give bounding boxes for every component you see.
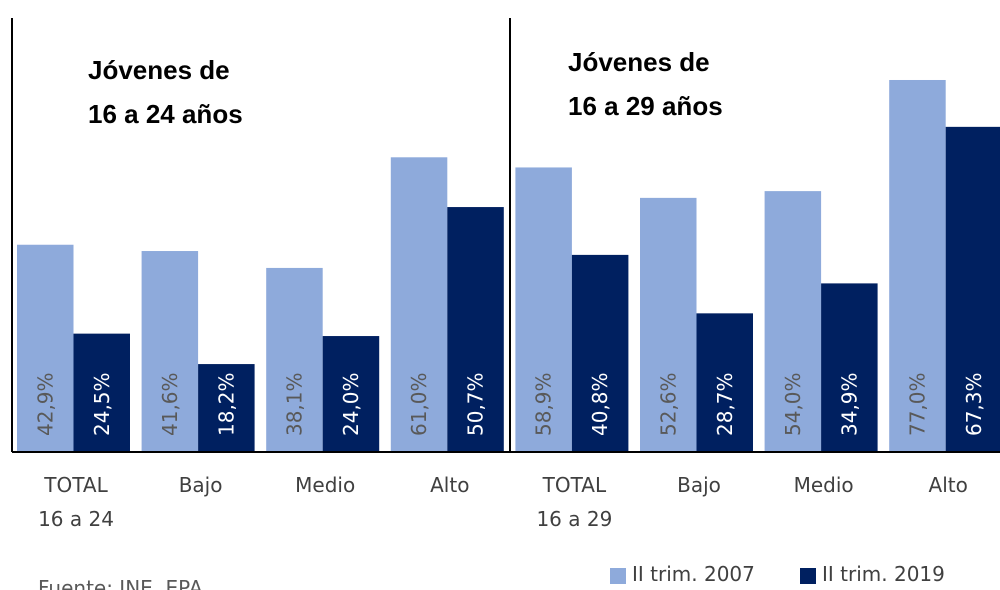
bar: [141, 251, 199, 452]
value-label: 34,9%: [837, 372, 861, 436]
x-tick-label: Alto: [928, 473, 968, 497]
legend-swatch: [610, 568, 626, 584]
bar: [447, 207, 504, 452]
value-label: 50,7%: [464, 372, 488, 436]
value-label: 24,5%: [90, 372, 114, 436]
x-tick-label: Bajo: [178, 473, 223, 497]
value-label: 54,0%: [781, 372, 805, 436]
legend-swatch: [800, 568, 816, 584]
bar: [390, 157, 448, 452]
source: Fuente: INE, EPA: [38, 576, 203, 590]
bar: [640, 197, 697, 452]
value-label: 38,1%: [282, 372, 306, 436]
value-label: 67,3%: [962, 372, 986, 436]
value-label: 77,0%: [905, 372, 929, 436]
value-label: 58,9%: [532, 372, 556, 436]
bar: [198, 364, 255, 452]
x-tick-label: TOTAL 16 a 29: [536, 473, 613, 531]
legend-label: II trim. 2007: [632, 562, 755, 586]
value-label: 28,7%: [713, 372, 737, 436]
bar: [945, 126, 1000, 452]
value-label: 42,9%: [33, 372, 57, 436]
x-tick-label: Medio: [295, 473, 356, 497]
x-tick-label: Alto: [430, 473, 470, 497]
bar: [889, 79, 946, 453]
bar: [764, 191, 822, 453]
bar: [17, 244, 74, 452]
legend-label: II trim. 2019: [822, 562, 945, 586]
bar: [571, 254, 629, 452]
bar: [73, 333, 130, 452]
annotation: Jóvenes de 16 a 29 años: [568, 47, 723, 121]
value-label: 40,8%: [588, 372, 612, 436]
bar: [266, 267, 323, 452]
x-tick-label: Medio: [793, 473, 854, 497]
annotation: Jóvenes de 16 a 24 años: [88, 55, 243, 129]
bar: [821, 283, 878, 452]
value-label: 52,6%: [656, 372, 680, 436]
bar: [696, 313, 753, 452]
value-label: 41,6%: [158, 372, 182, 436]
x-tick-label: TOTAL 16 a 24: [38, 473, 114, 531]
value-label: 18,2%: [214, 372, 238, 436]
bar: [515, 167, 572, 452]
value-label: 24,0%: [339, 372, 363, 436]
x-tick-label: Bajo: [677, 473, 721, 497]
value-label: 61,0%: [407, 372, 431, 436]
bar: [322, 336, 380, 452]
